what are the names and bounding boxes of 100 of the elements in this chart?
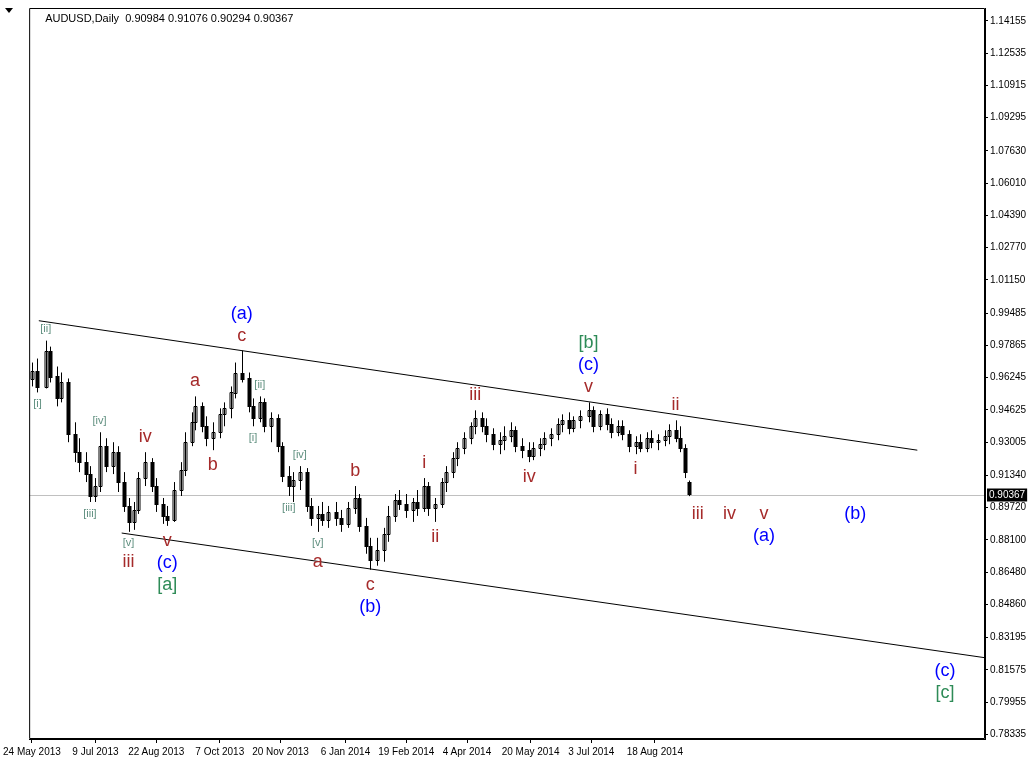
annotation: c xyxy=(365,573,375,594)
candlestick xyxy=(433,497,438,523)
candlestick xyxy=(240,350,245,383)
annotation: iii xyxy=(691,502,704,523)
candlestick xyxy=(339,509,344,533)
annotation: [v] xyxy=(312,536,324,549)
candlestick xyxy=(415,489,420,517)
annotation: [a] xyxy=(157,573,178,594)
annotation: iii xyxy=(469,384,482,405)
candlestick xyxy=(258,395,263,423)
annotation: a xyxy=(189,370,201,391)
y-tick-label: 1.14155 xyxy=(990,14,1027,26)
annotation: [iv] xyxy=(92,413,107,426)
annotation: iv xyxy=(138,426,152,447)
x-tick-label: 4 Apr 2014 xyxy=(442,745,492,757)
annotation: [b] xyxy=(578,332,599,353)
candlestick xyxy=(316,505,321,533)
candlestick xyxy=(513,425,518,453)
annotation: (b) xyxy=(844,502,867,523)
y-tick-label: 0.96245 xyxy=(990,371,1027,383)
ref-line-label: 0.90367 xyxy=(989,489,1026,501)
y-tick-label: 0.78335 xyxy=(990,728,1027,740)
candlestick xyxy=(520,437,525,459)
y-tick-label: 0.99485 xyxy=(990,306,1027,318)
candlestick xyxy=(211,421,216,451)
annotation: iii xyxy=(122,550,135,571)
candlestick xyxy=(346,501,351,529)
candlestick xyxy=(556,417,561,441)
annotation: ii xyxy=(671,394,680,415)
y-tick-label: 1.01150 xyxy=(990,273,1026,285)
annotation: i xyxy=(633,458,638,479)
candlestick xyxy=(422,477,427,513)
annotation: (a) xyxy=(752,524,775,545)
annotation: [ii] xyxy=(254,377,266,390)
candlestick xyxy=(161,497,166,525)
candlestick xyxy=(298,465,303,491)
y-tick-label: 0.86480 xyxy=(990,565,1027,577)
annotation: [ii] xyxy=(40,322,52,335)
candlestick xyxy=(491,427,496,451)
annotation: b xyxy=(350,460,361,481)
x-tick-label: 7 Oct 2013 xyxy=(195,745,245,757)
annotation: (b) xyxy=(359,595,382,616)
annotation: i xyxy=(422,452,427,473)
chart-title: AUDUSD,Daily 0.90984 0.91076 0.90294 0.90367 xyxy=(45,12,294,25)
x-tick-label: 3 Jul 2014 xyxy=(568,745,615,757)
y-tick-label: 0.88100 xyxy=(990,533,1027,545)
y-tick-label: 1.02770 xyxy=(990,241,1027,253)
y-tick-label: 1.07630 xyxy=(990,144,1027,156)
annotation: v xyxy=(584,376,594,397)
candlestick xyxy=(269,411,274,443)
candlestick xyxy=(609,417,614,439)
y-tick-label: 1.10915 xyxy=(990,79,1027,91)
annotation: [c] xyxy=(935,681,955,702)
annotation: ii xyxy=(431,525,440,546)
annotation: (c) xyxy=(578,354,600,375)
x-tick-label: 19 Feb 2014 xyxy=(378,745,435,757)
candlestick xyxy=(393,493,398,523)
annotation: [iii] xyxy=(282,500,296,513)
y-tick-label: 0.94625 xyxy=(990,403,1027,415)
candlestick xyxy=(59,372,64,403)
candlestick xyxy=(375,537,380,567)
y-tick-label: 0.89720 xyxy=(990,501,1027,513)
annotation: [v] xyxy=(122,536,135,549)
annotation: (a) xyxy=(230,302,253,323)
y-tick-label: 1.12535 xyxy=(990,46,1027,58)
annotation: iv xyxy=(522,466,536,487)
y-tick-label: 1.04390 xyxy=(990,209,1027,221)
candlestick xyxy=(426,481,431,517)
candlestick xyxy=(291,471,296,503)
candlestick xyxy=(627,429,632,453)
candlestick xyxy=(509,421,514,443)
x-tick-label: 6 Jan 2014 xyxy=(320,745,371,757)
candlestick xyxy=(77,437,82,473)
x-tick-label: 24 May 2013 xyxy=(2,745,62,757)
x-tick-label: 9 Jul 2013 xyxy=(72,745,119,757)
candlestick xyxy=(165,505,170,527)
x-tick-label: 18 Aug 2014 xyxy=(626,745,684,757)
annotation: [iv] xyxy=(292,447,307,460)
candlestick xyxy=(462,431,467,455)
y-tick-label: 0.97865 xyxy=(990,339,1027,351)
annotation: [i] xyxy=(33,396,42,409)
candlestick xyxy=(143,451,148,487)
y-tick-label: 1.09295 xyxy=(990,111,1027,123)
candlestick xyxy=(262,397,267,433)
candlestick xyxy=(44,340,49,389)
candlestick xyxy=(591,405,596,433)
y-tick-label: 0.83195 xyxy=(990,631,1027,643)
x-tick-label: 22 Aug 2013 xyxy=(128,745,185,757)
annotation: (c) xyxy=(156,551,178,572)
x-tick-label: 20 Nov 2013 xyxy=(252,745,310,757)
y-tick-label: 0.84860 xyxy=(990,598,1027,610)
candlestick xyxy=(598,409,603,431)
candlestick xyxy=(172,481,177,523)
annotation: b xyxy=(207,454,218,475)
candlestick xyxy=(404,493,409,519)
candlestick xyxy=(104,437,109,473)
y-tick-label: 1.06010 xyxy=(990,176,1027,188)
annotation: iv xyxy=(722,502,736,523)
candlestick xyxy=(587,401,592,423)
y-tick-label: 0.91340 xyxy=(990,469,1027,481)
